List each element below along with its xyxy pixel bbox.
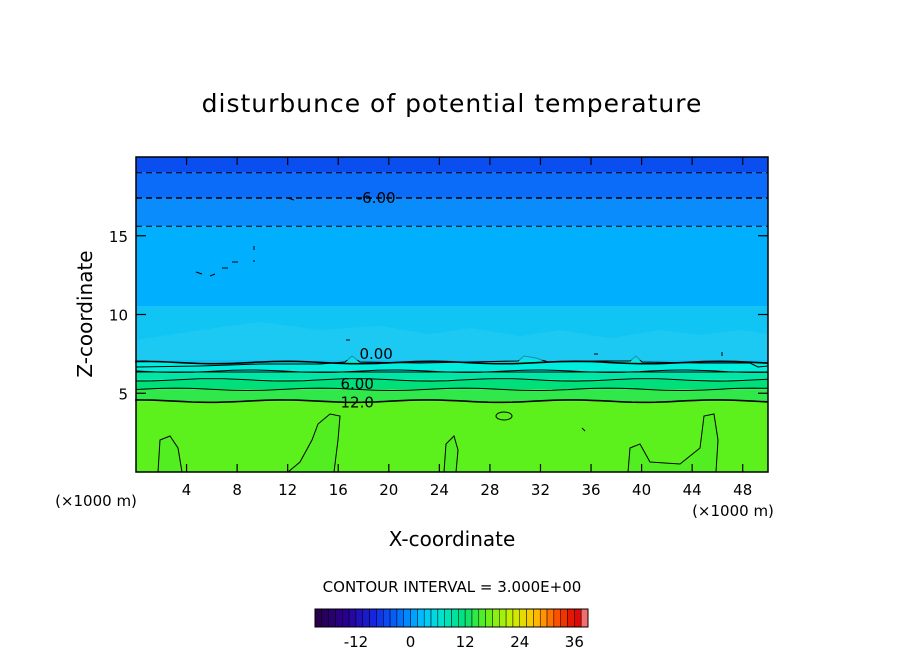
chart-title: disturbunce of potential temperature	[202, 89, 703, 118]
x-tick-label: 20	[379, 481, 398, 499]
colorbar-cell	[451, 608, 459, 628]
x-tick-label: 28	[480, 481, 499, 499]
filled-contour-bands	[136, 157, 768, 472]
x-tick-label: 12	[278, 481, 297, 499]
colorbar-cell	[342, 608, 350, 628]
contour-lines	[135, 172, 769, 404]
x-tick-label: 8	[232, 481, 242, 499]
colorbar-cell	[519, 608, 527, 628]
contour-label: 6.00	[340, 375, 373, 393]
colorbar-cell	[437, 608, 445, 628]
colorbar-cell	[512, 608, 520, 628]
colorbar-cell	[383, 608, 391, 628]
colorbar-cell	[321, 608, 329, 628]
contour-line	[135, 360, 769, 365]
contour-band	[136, 172, 768, 198]
colorbar-cell	[328, 608, 336, 628]
colorbar-cell	[444, 608, 452, 628]
contour-band	[136, 371, 768, 380]
colorbar-cell	[492, 608, 500, 628]
x-unit-label: (×1000 m)	[692, 502, 774, 520]
y-axis-label: Z-coordinate	[73, 250, 97, 377]
colorbar-cell	[471, 608, 480, 628]
x-axis-ticks: 4 8 12 16 20 24 28 32 36 40 44 48	[182, 157, 752, 499]
contour-band	[136, 157, 768, 173]
colorbar-cell	[553, 608, 561, 628]
colorbar-cell	[403, 608, 411, 628]
y-axis-ticks: 5 10 15	[109, 228, 768, 403]
contour-band	[136, 389, 768, 402]
colorbar-tick-label: -12	[344, 633, 369, 651]
colorbar-cell	[499, 608, 507, 628]
colorbar-cell	[505, 608, 514, 628]
colorbar-cell	[567, 608, 575, 628]
colorbar-cell	[574, 608, 582, 628]
colorbar-frame	[314, 608, 589, 628]
colorbar-cell	[362, 608, 370, 628]
contour-line	[135, 387, 769, 392]
contour-label: 0.00	[359, 345, 392, 363]
x-axis-label: X-coordinate	[389, 527, 516, 551]
colorbar-cell	[314, 608, 323, 628]
colorbar-cell	[423, 608, 432, 628]
colorbar-cell	[485, 608, 493, 628]
colorbar-tick-label: 24	[510, 633, 529, 651]
x-tick-label: 36	[581, 481, 600, 499]
colorbar-cell	[376, 608, 384, 628]
x-tick-label: 40	[632, 481, 651, 499]
contour-band	[136, 379, 768, 390]
colorbar-cell	[464, 608, 473, 628]
colorbar-cell	[348, 608, 357, 628]
small-contour	[495, 411, 513, 421]
x-tick-label: 48	[733, 481, 752, 499]
x-tick-label: 4	[182, 481, 192, 499]
colorbar-tick-label: 36	[565, 633, 584, 651]
contour-interval-text: CONTOUR INTERVAL = 3.000E+00	[323, 578, 582, 596]
colorbar-cell	[430, 608, 439, 628]
y-unit-label: (×1000 m)	[55, 492, 137, 510]
colorbar-cell	[478, 608, 486, 628]
colorbar-cell	[546, 608, 555, 628]
colorbar-cell	[533, 608, 541, 628]
contour-label: -6.00	[357, 189, 396, 207]
x-tick-label: 32	[531, 481, 550, 499]
contour-patches	[135, 197, 769, 473]
ground-plume	[627, 413, 719, 473]
contour-line	[135, 369, 769, 373]
ground-plume	[286, 413, 341, 473]
contour-line	[135, 378, 769, 382]
colorbar-cell	[335, 608, 343, 628]
colorbar-cell	[369, 608, 377, 628]
contour-line	[135, 399, 769, 404]
colorbar-cell	[389, 608, 398, 628]
small-contour	[195, 197, 723, 432]
contour-band	[136, 226, 768, 307]
x-tick-label: 24	[430, 481, 449, 499]
colorbar-cell	[396, 608, 404, 628]
x-tick-label: 44	[683, 481, 702, 499]
x-tick-label: 16	[329, 481, 348, 499]
colorbar-tick-label: 12	[456, 633, 475, 651]
colorbar-cell	[410, 608, 418, 628]
contour-band	[136, 197, 768, 227]
colorbar-cell	[355, 608, 364, 628]
colorbar-tick-label: 0	[406, 633, 416, 651]
colorbar-tick-labels: -12 0 12 24 36	[344, 633, 584, 651]
contour-label: 12.0	[340, 394, 373, 412]
colorbar-cell	[417, 608, 425, 628]
colorbar-cell	[458, 608, 466, 628]
colorbar	[314, 608, 589, 628]
y-tick-label: 15	[109, 228, 128, 246]
colorbar-cell	[539, 608, 548, 628]
y-tick-label: 5	[118, 385, 128, 403]
y-tick-label: 10	[109, 307, 128, 325]
colorbar-cell	[560, 608, 568, 628]
colorbar-cell	[580, 608, 589, 628]
mottled-region	[136, 322, 768, 360]
colorbar-cell	[526, 608, 534, 628]
